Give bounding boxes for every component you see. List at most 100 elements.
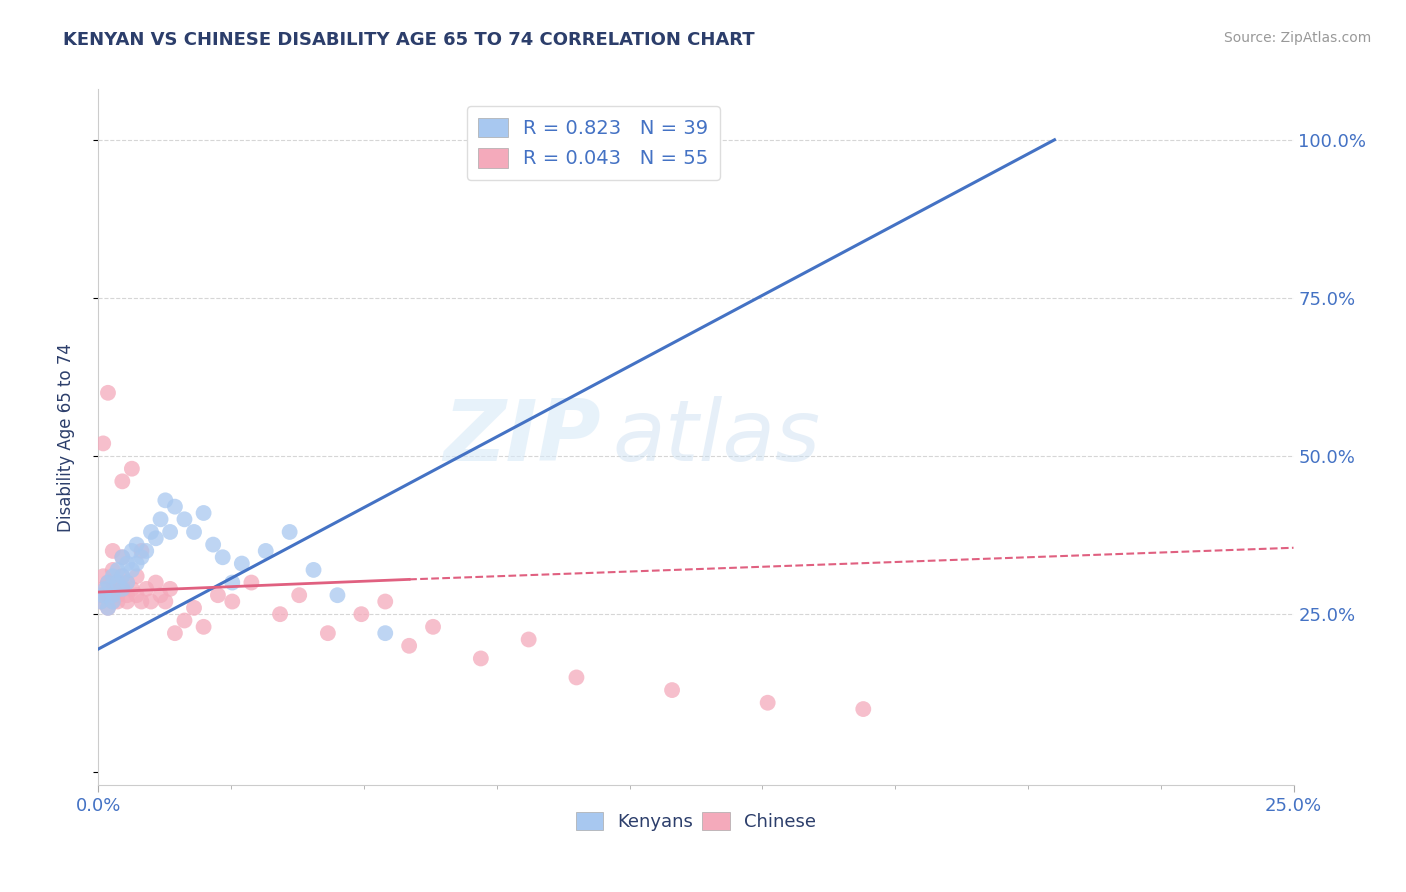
Point: [316, 626, 339, 640]
Text: ZIP: ZIP: [443, 395, 600, 479]
Point: [107, 563, 129, 577]
Point: [159, 524, 181, 539]
Point: [97, 575, 120, 590]
Point: [101, 569, 124, 583]
Point: [852, 702, 875, 716]
Point: [125, 557, 148, 571]
Point: [101, 563, 124, 577]
Point: [111, 569, 134, 583]
Point: [97, 588, 120, 602]
Point: [159, 582, 181, 596]
Y-axis label: Disability Age 65 to 74: Disability Age 65 to 74: [56, 343, 75, 532]
Point: [173, 512, 195, 526]
Point: [231, 557, 253, 571]
Text: KENYAN VS CHINESE DISABILITY AGE 65 TO 74 CORRELATION CHART: KENYAN VS CHINESE DISABILITY AGE 65 TO 7…: [63, 31, 755, 49]
Point: [91, 582, 114, 596]
Point: [278, 524, 301, 539]
Point: [193, 620, 215, 634]
Point: [163, 626, 186, 640]
Text: Source: ZipAtlas.com: Source: ZipAtlas.com: [1223, 31, 1371, 45]
Point: [149, 588, 172, 602]
Point: [97, 600, 120, 615]
Point: [135, 544, 157, 558]
Point: [135, 582, 157, 596]
Point: [107, 594, 129, 608]
Point: [101, 594, 124, 608]
Point: [90, 594, 112, 608]
Point: [374, 594, 396, 608]
Point: [374, 626, 396, 640]
Point: [90, 594, 112, 608]
Point: [111, 550, 134, 565]
Point: [115, 588, 138, 602]
Point: [111, 569, 134, 583]
Point: [565, 670, 588, 684]
Legend: Kenyans, Chinese: Kenyans, Chinese: [569, 805, 823, 838]
Point: [163, 500, 186, 514]
Point: [111, 582, 134, 596]
Point: [139, 524, 162, 539]
Point: [145, 531, 167, 545]
Point: [155, 493, 177, 508]
Point: [202, 538, 225, 552]
Point: [131, 550, 153, 565]
Point: [121, 582, 143, 596]
Point: [111, 550, 134, 565]
Text: atlas: atlas: [613, 395, 820, 479]
Point: [207, 588, 229, 602]
Point: [125, 588, 148, 602]
Point: [101, 544, 124, 558]
Point: [183, 600, 205, 615]
Point: [111, 475, 134, 489]
Point: [221, 594, 243, 608]
Point: [302, 563, 325, 577]
Point: [350, 607, 373, 622]
Point: [211, 550, 233, 565]
Point: [89, 588, 111, 602]
Point: [97, 575, 120, 590]
Point: [107, 575, 129, 590]
Point: [121, 544, 143, 558]
Point: [121, 563, 143, 577]
Point: [398, 639, 420, 653]
Point: [131, 544, 153, 558]
Point: [173, 614, 195, 628]
Point: [107, 575, 129, 590]
Point: [422, 620, 444, 634]
Point: [101, 588, 124, 602]
Point: [145, 575, 167, 590]
Point: [115, 594, 138, 608]
Point: [91, 436, 114, 450]
Point: [97, 600, 120, 615]
Point: [115, 575, 138, 590]
Point: [139, 594, 162, 608]
Point: [91, 569, 114, 583]
Point: [97, 385, 120, 400]
Point: [254, 544, 277, 558]
Point: [240, 575, 263, 590]
Point: [326, 588, 349, 602]
Point: [101, 582, 124, 596]
Point: [115, 575, 138, 590]
Point: [94, 582, 117, 596]
Point: [115, 557, 138, 571]
Point: [470, 651, 492, 665]
Point: [155, 594, 177, 608]
Point: [288, 588, 311, 602]
Point: [193, 506, 215, 520]
Point: [91, 588, 114, 602]
Point: [125, 538, 148, 552]
Point: [107, 588, 129, 602]
Point: [149, 512, 172, 526]
Point: [125, 569, 148, 583]
Point: [121, 461, 143, 475]
Point: [661, 683, 683, 698]
Point: [756, 696, 779, 710]
Point: [183, 524, 205, 539]
Point: [131, 594, 153, 608]
Point: [517, 632, 540, 647]
Point: [221, 575, 243, 590]
Point: [101, 594, 124, 608]
Point: [111, 582, 134, 596]
Point: [269, 607, 291, 622]
